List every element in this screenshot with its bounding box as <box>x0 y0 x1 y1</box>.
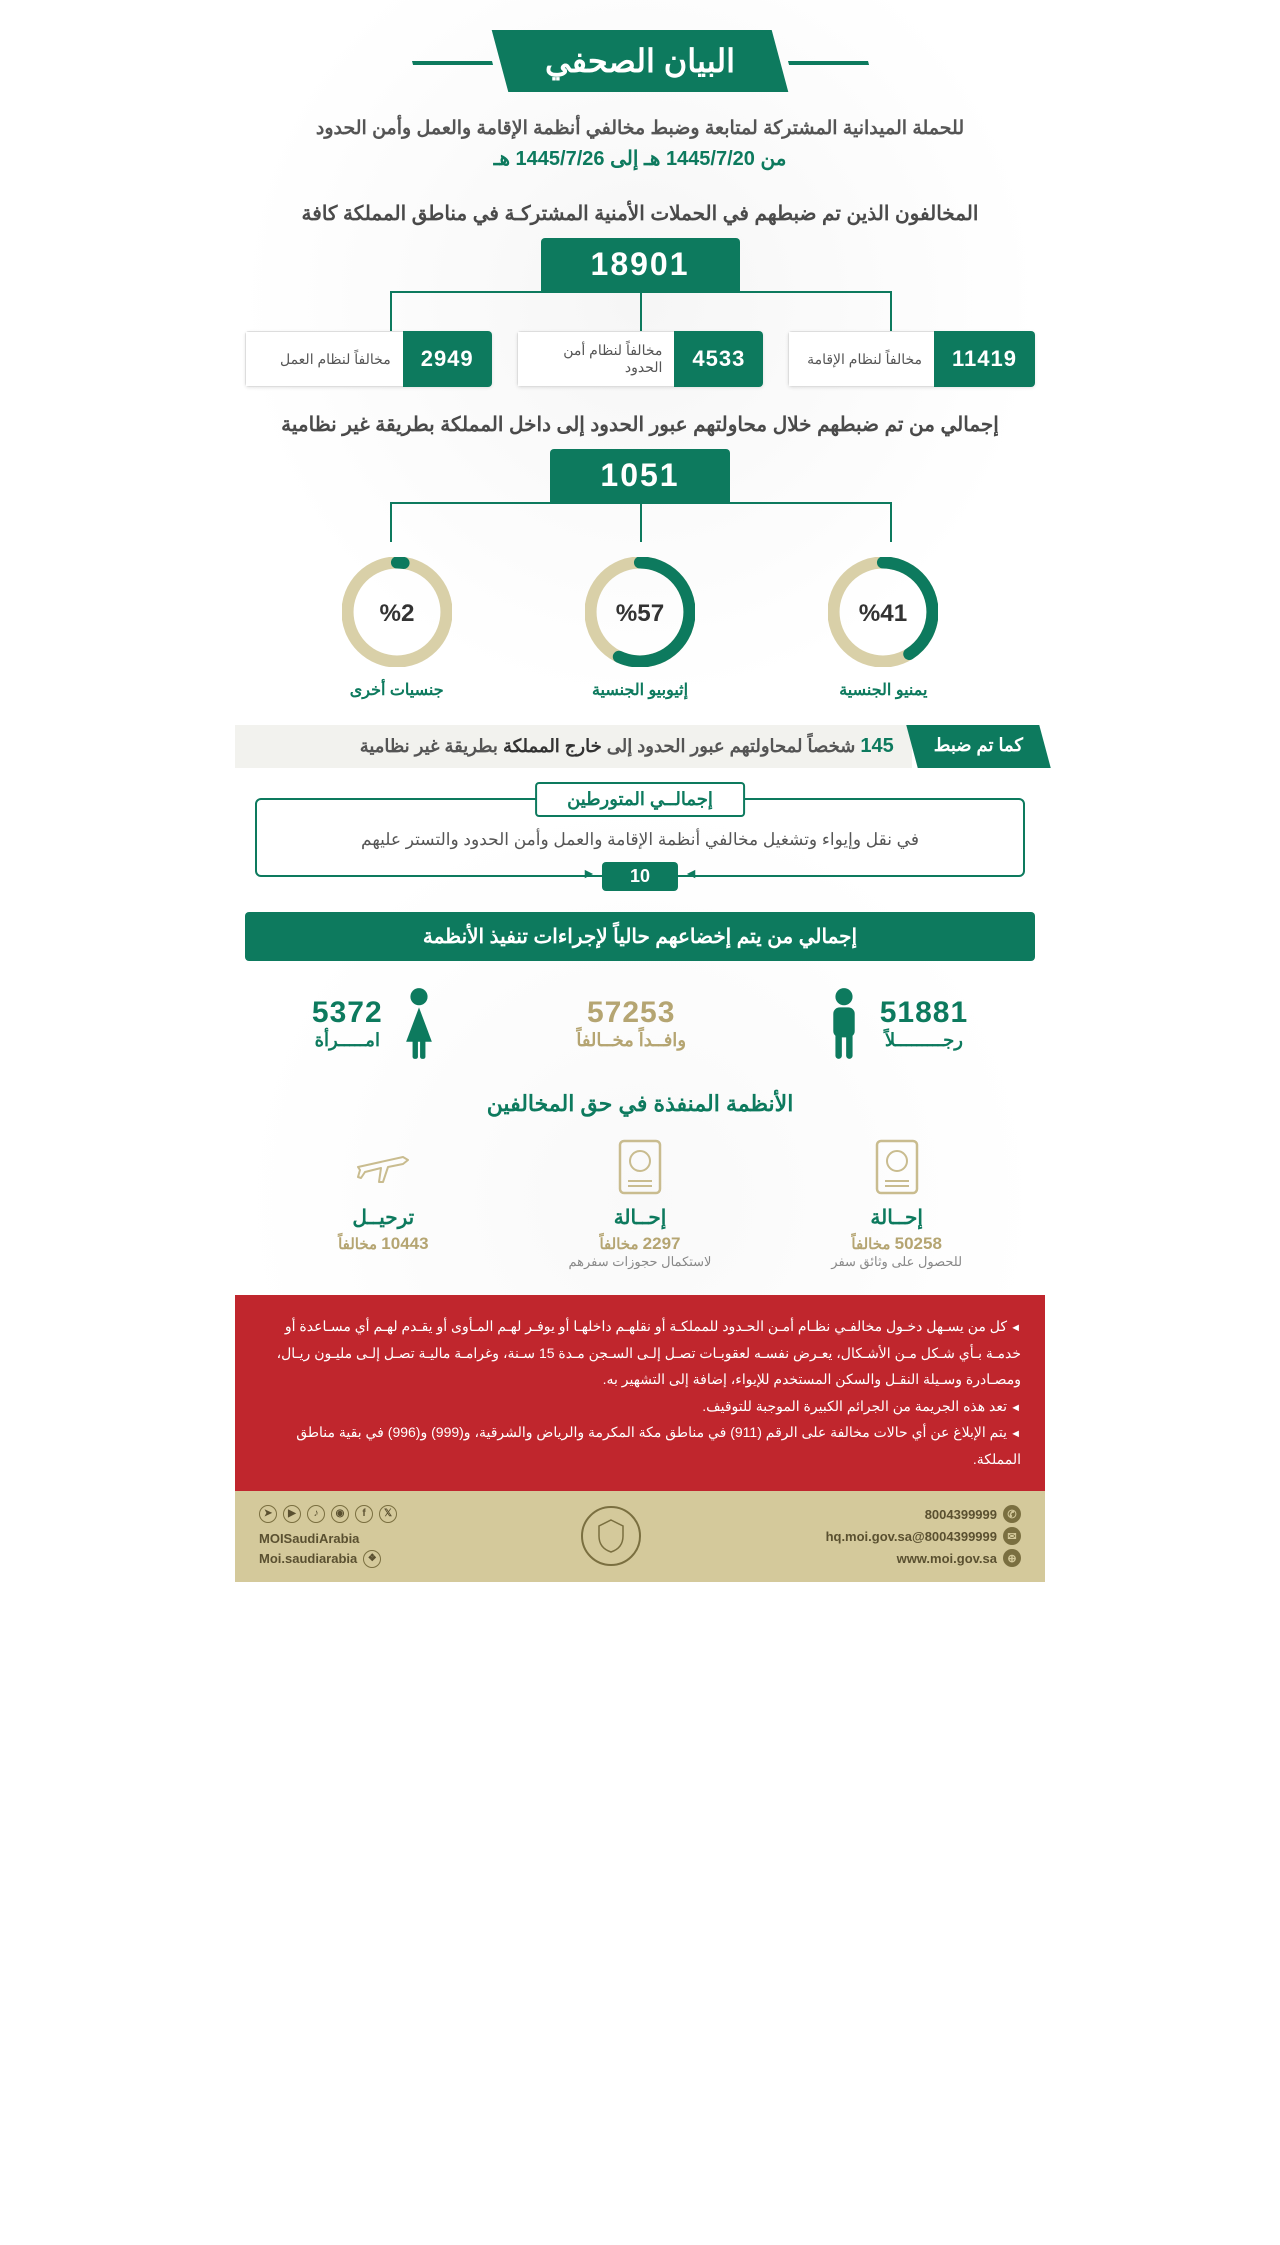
x-icon: 𝕏 <box>379 1505 397 1523</box>
passport-icon <box>768 1137 1025 1197</box>
stat-num: 2949 <box>403 331 492 387</box>
people-row: 51881 رجـــــــــلاً 57253 وافــداً مخــ… <box>245 986 1035 1061</box>
total-num: 57253 <box>576 996 686 1030</box>
total-label: وافــداً مخــالفاً <box>576 1030 686 1051</box>
footer-contact: ✆ 8004399999 ✉ 8004399999@hq.moi.gov.sa ⊕ w… <box>826 1505 1021 1567</box>
footer-web: www.moi.gov.sa <box>897 1551 997 1566</box>
action-deport: ترحيــل 10443 مخالفاً <box>255 1137 512 1270</box>
action-title: إحــالة <box>768 1205 1025 1230</box>
donut-row: %41 يمنيو الجنسية %57 إثيوبيو الجنسية %2… <box>275 557 1005 700</box>
passport-icon <box>512 1137 769 1197</box>
involved-text: في نقل وإيواء وتشغيل مخالفي أنظمة الإقام… <box>272 830 1008 850</box>
subtitle: للحملة الميدانية المشتركة لمتابعة وضبط م… <box>235 117 1045 140</box>
women-num: 5372 <box>312 996 383 1030</box>
section2-head: إجمالي من تم ضبطهم خلال محاولتهم عبور ال… <box>235 412 1045 437</box>
warning-line: كل من يسـهل دخـول مخالفـي نظـام أمـن الح… <box>259 1313 1021 1393</box>
donut-label: جنسيات أخرى <box>342 680 452 700</box>
stat-cell: 11419 مخالفاً لنظام الإقامة <box>788 331 1035 387</box>
title-text: البيان الصحفي <box>545 42 735 80</box>
donut-label: إثيوبيو الجنسية <box>585 680 695 700</box>
people-total: 57253 وافــداً مخــالفاً <box>576 996 686 1051</box>
infographic-page: البيان الصحفي للحملة الميدانية المشتركة … <box>215 0 1065 1582</box>
men-num: 51881 <box>880 996 968 1030</box>
donut-chart: %57 إثيوبيو الجنسية <box>585 557 695 700</box>
section1-breakdown: 11419 مخالفاً لنظام الإقامة 4533 مخالفاً… <box>245 331 1035 387</box>
snapchat-icon: ❖ <box>363 1550 381 1568</box>
telegram-icon: ➤ <box>259 1505 277 1523</box>
people-men: 51881 رجـــــــــلاً <box>820 986 968 1061</box>
involved-box: إجمالــي المتورطين في نقل وإيواء وتشغيل … <box>255 798 1025 877</box>
phone-icon: ✆ <box>1003 1505 1021 1523</box>
action-title: إحــالة <box>512 1205 769 1230</box>
footer: ✆ 8004399999 ✉ 8004399999@hq.moi.gov.sa ⊕ w… <box>235 1491 1045 1582</box>
stat-num: 4533 <box>674 331 763 387</box>
svg-text:%2: %2 <box>379 600 414 627</box>
action-num: 2297 مخالفاً <box>512 1234 769 1254</box>
mail-icon: ✉ <box>1003 1527 1021 1545</box>
section1-head: المخالفون الذين تم ضبطهم في الحملات الأم… <box>235 201 1045 226</box>
stat-label: مخالفاً لنظام الإقامة <box>788 331 934 387</box>
action-title: ترحيــل <box>255 1205 512 1230</box>
stat-label: مخالفاً لنظام العمل <box>245 331 403 387</box>
men-label: رجـــــــــلاً <box>880 1030 968 1051</box>
footer-social: 𝕏 f ◉ ♪ ▶ ➤ MOISaudiArabia ❖ Moi.saudiara… <box>259 1505 397 1568</box>
actions-title: الأنظمة المنفذة في حق المخالفين <box>235 1091 1045 1117</box>
women-label: امـــــرأة <box>312 1030 383 1051</box>
plane-icon <box>255 1137 512 1197</box>
tiktok-icon: ♪ <box>307 1505 325 1523</box>
footer-handle2: Moi.saudiarabia <box>259 1551 357 1566</box>
donut-chart: %2 جنسيات أخرى <box>342 557 452 700</box>
actions-row: إحــالة 50258 مخالفاً للحصول على وثائق س… <box>255 1137 1025 1270</box>
footer-email: 8004399999@hq.moi.gov.sa <box>826 1529 997 1544</box>
donut-chart: %41 يمنيو الجنسية <box>828 557 938 700</box>
warning-box: كل من يسـهل دخـول مخالفـي نظـام أمـن الح… <box>235 1295 1045 1491</box>
title-badge: البيان الصحفي <box>492 30 789 92</box>
social-icons: 𝕏 f ◉ ♪ ▶ ➤ <box>259 1505 397 1523</box>
action-referral1: إحــالة 50258 مخالفاً للحصول على وثائق س… <box>768 1137 1025 1270</box>
stat-num: 11419 <box>934 331 1035 387</box>
action-sub: للحصول على وثائق سفر <box>768 1254 1025 1270</box>
man-icon <box>820 986 868 1061</box>
warning-line: تعد هذه الجريمة من الجرائم الكبيرة الموج… <box>259 1393 1021 1420</box>
stat-cell: 4533 مخالفاً لنظام أمن الحدود <box>517 331 764 387</box>
action-num: 10443 مخالفاً <box>255 1234 512 1254</box>
emblem-icon <box>581 1506 641 1566</box>
action-sub: لاستكمال حجوزات سفرهم <box>512 1254 769 1270</box>
people-women: 5372 امـــــرأة <box>312 986 443 1061</box>
stat-cell: 2949 مخالفاً لنظام العمل <box>245 331 492 387</box>
instagram-icon: ◉ <box>331 1505 349 1523</box>
globe-icon: ⊕ <box>1003 1549 1021 1567</box>
footer-handle1: MOISaudiArabia <box>259 1531 359 1546</box>
donut-label: يمنيو الجنسية <box>828 680 938 700</box>
involved-num: 10 <box>602 862 678 891</box>
connector-3way <box>265 291 1015 331</box>
action-num: 50258 مخالفاً <box>768 1234 1025 1254</box>
ribbon-tag: كما تم ضبط <box>906 725 1051 768</box>
youtube-icon: ▶ <box>283 1505 301 1523</box>
ribbon-line: كما تم ضبط 145 شخصاً لمحاولتهم عبور الحد… <box>235 725 1045 768</box>
svg-text:%57: %57 <box>616 600 664 627</box>
ribbon-number: 145 <box>860 735 893 757</box>
svg-text:%41: %41 <box>859 600 907 627</box>
warning-line: يتم الإبلاغ عن أي حالات مخالفة على الرقم… <box>259 1419 1021 1472</box>
involved-tab: إجمالــي المتورطين <box>535 782 745 817</box>
action-referral2: إحــالة 2297 مخالفاً لاستكمال حجوزات سفر… <box>512 1137 769 1270</box>
daterange: من 1445/7/20 هـ إلى 1445/7/26 هـ <box>235 146 1045 171</box>
stat-label: مخالفاً لنظام أمن الحدود <box>517 331 675 387</box>
woman-icon <box>395 986 443 1061</box>
green-bar: إجمالي من يتم إخضاعهم حالياً لإجراءات تن… <box>245 912 1035 961</box>
ribbon-rest: 145 شخصاً لمحاولتهم عبور الحدود إلى خارج… <box>235 725 912 768</box>
connector-3way <box>265 502 1015 542</box>
title-wrap: البيان الصحفي <box>235 30 1045 92</box>
facebook-icon: f <box>355 1505 373 1523</box>
footer-phone: 8004399999 <box>925 1507 997 1522</box>
